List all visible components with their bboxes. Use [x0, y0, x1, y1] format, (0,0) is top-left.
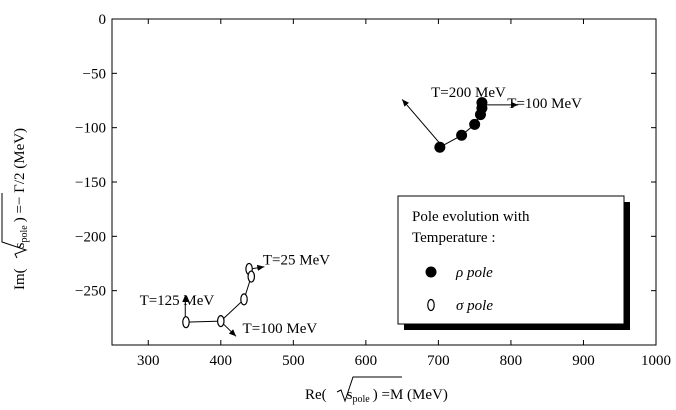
y-tick-label: 0 — [99, 12, 107, 28]
annotation-label: T=25 MeV — [263, 253, 330, 269]
rho-pole-point — [456, 129, 468, 141]
y-tick-label: −200 — [75, 229, 106, 245]
y-axis-sqrt-sign — [1, 193, 28, 259]
sigma-pole-point — [240, 293, 248, 306]
sigma-pole-point — [247, 270, 256, 283]
y-tick-label: −50 — [83, 66, 106, 82]
x-axis-title: Re( spole) =M (MeV) — [305, 376, 448, 405]
x-tick-label: 300 — [137, 353, 160, 369]
annotation-arrow — [401, 99, 442, 146]
rho-pole-point — [469, 118, 481, 130]
x-axis-title-s: s — [347, 387, 353, 403]
legend-entry-sigma: σ pole — [456, 298, 493, 314]
y-tick-label: −250 — [75, 284, 106, 300]
x-tick-label: 700 — [427, 353, 450, 369]
legend-entry-rho: ρ pole — [455, 265, 493, 281]
legend-rho-marker — [425, 266, 437, 278]
annotation-label: T=200 MeV — [431, 85, 506, 101]
y-axis-title-prefix: Im( — [12, 268, 28, 290]
x-tick-label: 600 — [355, 353, 378, 369]
rho-pole-point — [474, 109, 486, 121]
x-tick-labels: 300 400 500 600 700 800 900 1000 — [137, 353, 671, 369]
data-points — [182, 97, 488, 329]
legend-title-line2: Temperature : — [412, 230, 496, 246]
y-tick-label: −100 — [75, 121, 106, 137]
svg-text:Im(spole) =− Γ/2 (MeV): Im( spole ) =− Γ/2 (MeV) — [12, 128, 30, 290]
legend-sigma-marker — [427, 298, 435, 312]
annotation-label: T=100 MeV — [507, 96, 582, 112]
x-axis-title-suffix: ) =M (MeV) — [373, 387, 448, 403]
rho-pole-point — [434, 141, 446, 153]
x-tick-label: 500 — [282, 353, 305, 369]
y-tick-labels: 0 −50 −100 −150 −200 −250 — [75, 12, 106, 300]
svg-text:Re(spole) =M (MeV): Re( spole) =M (MeV) — [305, 387, 448, 405]
annotation-label: T=125 MeV — [140, 293, 215, 309]
legend: Pole evolution with Temperature : ρ pole… — [397, 195, 630, 330]
legend-box — [397, 195, 625, 325]
legend-title-line1: Pole evolution with — [412, 209, 530, 225]
y-axis-title-suffix: ) =− Γ/2 (MeV) — [12, 128, 28, 222]
x-axis-sqrt-sign — [336, 376, 402, 403]
y-axis-title-s: s — [12, 242, 28, 248]
x-tick-label: 800 — [500, 353, 523, 369]
x-axis-title-prefix: Re( — [305, 387, 327, 403]
sigma-pole-point — [217, 314, 225, 328]
y-axis-title: Im( spole ) =− Γ/2 (MeV) — [1, 128, 30, 290]
y-tick-label: −150 — [75, 175, 106, 191]
x-tick-label: 400 — [210, 353, 233, 369]
x-axis-title-pole: pole — [353, 394, 371, 405]
annotation-label: T=100 MeV — [243, 321, 318, 337]
x-tick-label: 900 — [572, 353, 595, 369]
axis-ticks — [112, 18, 657, 345]
sigma-pole-point — [182, 316, 190, 329]
x-tick-label: 1000 — [641, 353, 671, 369]
y-axis-title-pole: pole — [19, 225, 30, 243]
